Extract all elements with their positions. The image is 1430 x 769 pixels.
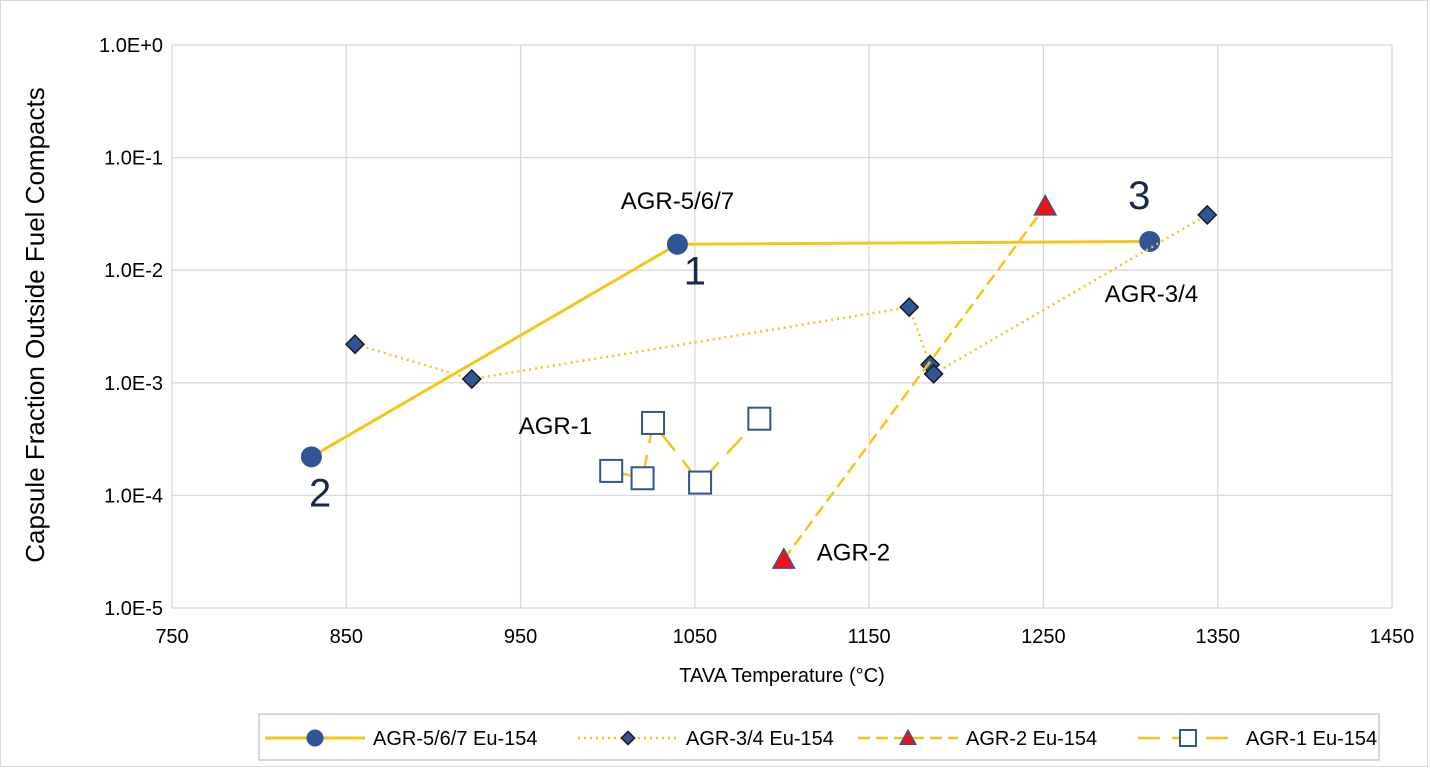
series-agr-1-eu-154 xyxy=(599,406,772,495)
data-point-square xyxy=(641,410,666,435)
annotation-label: AGR-1 xyxy=(519,413,592,440)
y-tick-label: 1.0E-1 xyxy=(104,148,163,170)
data-point-square xyxy=(1179,729,1197,747)
legend-item: AGR-5/6/7 Eu-154 xyxy=(265,728,538,750)
x-tick-label: 750 xyxy=(155,626,188,648)
data-point-circle xyxy=(666,233,688,255)
annotation-label: AGR-5/6/7 xyxy=(621,188,734,215)
legend-label: AGR-5/6/7 Eu-154 xyxy=(373,728,538,750)
y-axis-title: Capsule Fraction Outside Fuel Compacts xyxy=(20,87,50,562)
series-line xyxy=(782,205,1047,561)
data-point-circle xyxy=(300,446,322,468)
legend: AGR-5/6/7 Eu-154 AGR-3/4 Eu-154 AGR-2 Eu-1… xyxy=(258,713,1380,761)
legend-label: AGR-2 Eu-154 xyxy=(966,728,1097,750)
x-tick-label: 1250 xyxy=(1021,626,1066,648)
data-point-diamond xyxy=(461,368,482,390)
data-point-square xyxy=(599,458,624,483)
data-point-triangle xyxy=(1033,193,1058,216)
legend-item: AGR-1 Eu-154 xyxy=(1138,728,1377,750)
data-point-square xyxy=(630,466,655,491)
legend-label: AGR-1 Eu-154 xyxy=(1246,728,1377,750)
x-tick-label: 850 xyxy=(330,626,363,648)
x-tick-label: 1450 xyxy=(1370,626,1415,648)
series-line xyxy=(310,239,1150,459)
annotations: AGR-5/6/7 1 2 3 AGR-3/4 AGR-1 AGR-2 xyxy=(309,174,1198,566)
data-point-triangle xyxy=(898,728,918,746)
y-tick-label: 1.0E-2 xyxy=(104,260,163,282)
y-tick-label: 1.0E+0 xyxy=(99,35,163,57)
x-tick-label: 950 xyxy=(504,626,537,648)
legend-item: AGR-3/4 Eu-154 xyxy=(578,728,834,750)
data-point-circle xyxy=(1139,230,1161,252)
data-point-square xyxy=(747,406,772,431)
y-tick-label: 1.0E-4 xyxy=(104,485,163,507)
legend-label: AGR-3/4 Eu-154 xyxy=(686,728,834,750)
legend-item: AGR-2 Eu-154 xyxy=(858,728,1097,750)
annotation-label: 2 xyxy=(309,471,331,515)
annotation-label: AGR-2 xyxy=(817,539,890,566)
series-layer xyxy=(300,193,1218,569)
data-point-diamond xyxy=(344,334,366,355)
data-point-diamond xyxy=(923,363,944,384)
series-agr-2-eu-154 xyxy=(771,193,1058,569)
data-point-circle xyxy=(306,729,324,747)
annotation-label: 3 xyxy=(1128,174,1150,218)
x-tick-label: 1350 xyxy=(1195,626,1240,648)
y-tick-label: 1.0E-5 xyxy=(104,598,163,620)
x-tick-label: 1150 xyxy=(848,626,891,648)
data-point-diamond xyxy=(899,297,920,318)
data-point-triangle xyxy=(771,547,796,569)
grid xyxy=(171,44,1393,609)
annotation-label: 1 xyxy=(684,249,706,293)
tick-labels: 750 850 950 1050 1150 1250 1350 1450 1.0E-5 1.0E-… xyxy=(99,35,1414,648)
annotation-label: AGR-3/4 xyxy=(1105,281,1198,308)
data-point-diamond xyxy=(1197,204,1218,225)
y-tick-label: 1.0E-3 xyxy=(104,373,163,395)
series-agr-3-4-eu-154 xyxy=(344,204,1218,390)
x-axis-title: TAVA Temperature (°C) xyxy=(679,665,884,687)
data-point-diamond xyxy=(620,730,636,746)
x-tick-label: 1050 xyxy=(673,626,718,648)
data-point-square xyxy=(688,470,713,495)
series-line xyxy=(354,213,1208,381)
series-agr-5-6-7-eu-154 xyxy=(300,230,1161,468)
